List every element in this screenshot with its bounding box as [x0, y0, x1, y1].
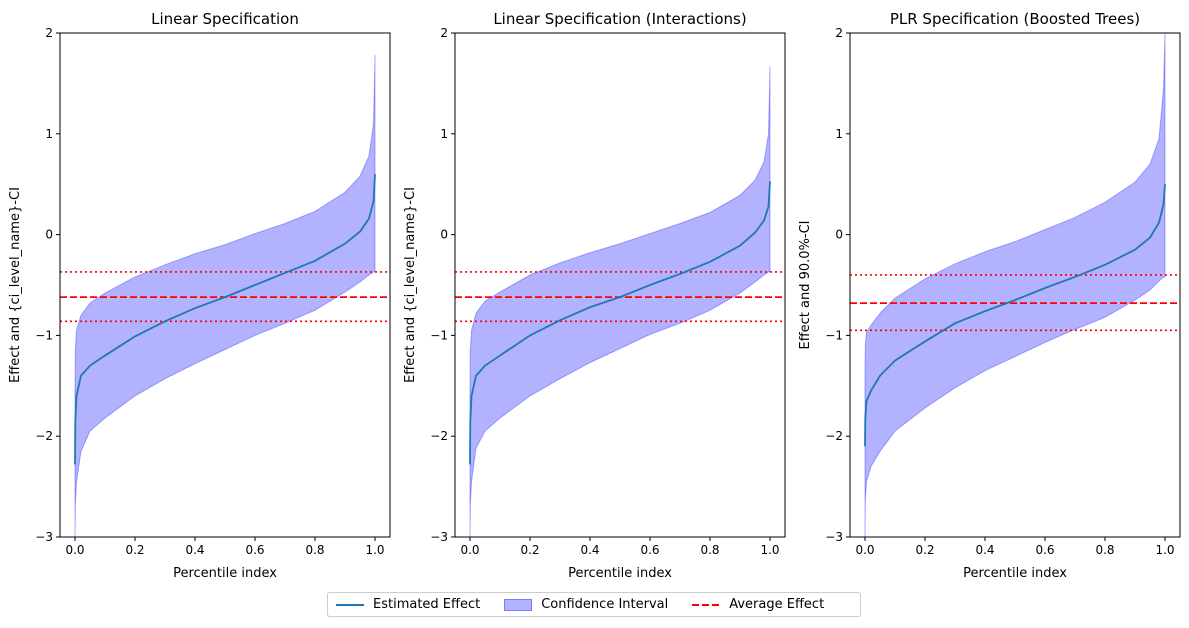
x-tick-label: 0.2 [125, 543, 144, 557]
y-tick-label: −2 [430, 429, 448, 443]
legend-label-average: Average Effect [729, 597, 825, 612]
legend-label-estimated: Estimated Effect [373, 597, 481, 612]
legend-item-estimated: Estimated Effect [336, 597, 480, 612]
x-tick-label: 0.0 [855, 543, 874, 557]
y-tick-label: 2 [440, 26, 448, 40]
axes-frame [59, 32, 391, 538]
y-tick-label: 2 [45, 26, 53, 40]
y-tick-label: −3 [35, 530, 53, 544]
legend-dash-swatch-icon [692, 598, 721, 611]
y-tick-label: −1 [35, 328, 53, 342]
y-tick-label: −2 [35, 429, 53, 443]
x-tick-label: 0.6 [640, 543, 659, 557]
y-tick-label: −2 [825, 429, 843, 443]
x-axis-label: Percentile index [963, 566, 1067, 581]
y-tick-label: 1 [835, 127, 843, 141]
x-tick-label: 0.8 [700, 543, 719, 557]
x-tick-label: 0.4 [975, 543, 994, 557]
x-tick-label: 0.6 [245, 543, 264, 557]
axes-frame [849, 32, 1181, 538]
legend-line-swatch-icon [336, 599, 364, 611]
chart-panel-2: 0.0 0.2 0.4 0.6 0.8 1.0 −3 −2 −1 0 1 2 Linear Specif… [403, 10, 786, 581]
x-tick-label: 0.6 [1035, 543, 1054, 557]
legend: Estimated Effect Confidence Interval Ave… [327, 592, 861, 617]
legend-item-average: Average Effect [692, 597, 824, 612]
x-tick-label: 0.4 [580, 543, 599, 557]
legend-item-ci: Confidence Interval [504, 597, 668, 612]
x-axis-label: Percentile index [173, 566, 277, 581]
y-tick-label: 2 [835, 26, 843, 40]
x-tick-label: 0.0 [460, 543, 479, 557]
y-axis-label: Effect and {ci_level_name}-CI [8, 187, 23, 383]
y-axis-label: Effect and {ci_level_name}-CI [403, 187, 418, 383]
y-tick-label: −1 [430, 328, 448, 342]
legend-fill-swatch-icon [504, 598, 533, 611]
x-tick-label: 0.2 [520, 543, 539, 557]
x-tick-label: 0.8 [305, 543, 324, 557]
chart-panel-1: 0.0 0.2 0.4 0.6 0.8 1.0 −3 −2 −1 0 1 2 Linear Specif… [8, 10, 391, 581]
plot-area [60, 55, 390, 537]
x-tick-label: 1.0 [1155, 543, 1174, 557]
chart-panel-3: 0.0 0.2 0.4 0.6 0.8 1.0 −3 −2 −1 0 1 2 PLR Specifica… [798, 10, 1181, 581]
y-tick-label: 1 [440, 127, 448, 141]
y-tick-label: 0 [440, 228, 448, 242]
x-tick-label: 0.2 [915, 543, 934, 557]
x-tick-label: 0.4 [185, 543, 204, 557]
y-tick-label: 0 [45, 228, 53, 242]
estimated-effect-line [74, 174, 376, 465]
plot-area [850, 33, 1180, 537]
x-tick-label: 0.8 [1095, 543, 1114, 557]
x-tick-label: 1.0 [365, 543, 384, 557]
y-axis-label: Effect and 90.0%-CI [798, 220, 813, 349]
chart-title: Linear Specification (Interactions) [493, 10, 746, 28]
y-tick-label: −1 [825, 328, 843, 342]
ci-band [74, 55, 376, 537]
y-tick-label: 1 [45, 127, 53, 141]
legend-label-ci: Confidence Interval [541, 597, 669, 612]
x-tick-label: 0.0 [65, 543, 84, 557]
x-tick-label: 1.0 [760, 543, 779, 557]
estimated-effect-line [864, 184, 1166, 447]
ci-band [864, 33, 1166, 537]
axes-frame [454, 32, 786, 538]
chart-title: Linear Specification [151, 10, 299, 28]
plot-area [455, 66, 785, 537]
y-tick-label: 0 [835, 228, 843, 242]
x-axis-label: Percentile index [568, 566, 672, 581]
y-tick-label: −3 [825, 530, 843, 544]
estimated-effect-line [469, 181, 771, 465]
ci-band [469, 66, 771, 537]
chart-title: PLR Specification (Boosted Trees) [890, 10, 1140, 28]
y-tick-label: −3 [430, 530, 448, 544]
